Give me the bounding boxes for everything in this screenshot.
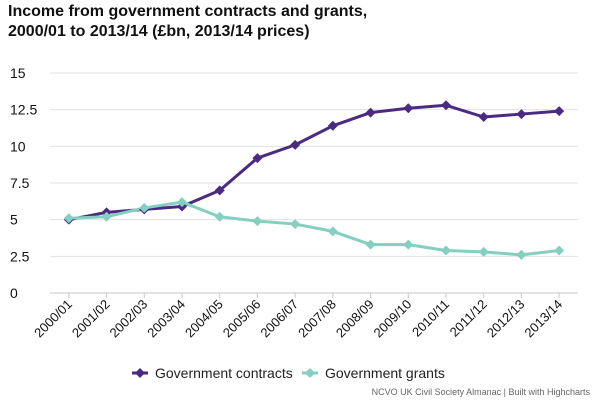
x-tick-label: 2001/02 bbox=[69, 297, 113, 341]
y-tick-label: 0 bbox=[10, 285, 18, 301]
data-point-contracts[interactable] bbox=[441, 100, 451, 111]
x-tick-label: 2012/13 bbox=[484, 297, 528, 341]
legend-item-grants[interactable]: Government grants bbox=[302, 365, 445, 381]
y-tick-label: 7.5 bbox=[10, 175, 30, 191]
x-tick-label: 2004/05 bbox=[182, 297, 226, 341]
data-point-contracts[interactable] bbox=[327, 120, 338, 131]
data-point-contracts[interactable] bbox=[516, 109, 527, 120]
data-point-grants[interactable] bbox=[441, 245, 451, 256]
data-point-contracts[interactable] bbox=[403, 103, 414, 114]
y-tick-label: 10 bbox=[10, 138, 26, 154]
data-point-contracts[interactable] bbox=[214, 185, 225, 196]
x-tick-label: 2010/11 bbox=[409, 297, 452, 340]
data-point-grants[interactable] bbox=[139, 202, 150, 213]
x-tick-label: 2006/07 bbox=[257, 297, 301, 341]
x-tick-label: 2003/04 bbox=[144, 297, 188, 341]
x-tick-label: 2008/09 bbox=[333, 297, 377, 341]
x-tick-label: 2000/01 bbox=[31, 297, 75, 341]
data-point-grants[interactable] bbox=[252, 216, 263, 227]
legend-diamond-icon bbox=[305, 368, 315, 378]
data-point-grants[interactable] bbox=[290, 219, 301, 230]
x-tick-label: 2011/12 bbox=[447, 297, 490, 340]
data-point-grants[interactable] bbox=[516, 249, 527, 260]
x-tick-label: 2002/03 bbox=[107, 297, 151, 341]
chart-title: Income from government contracts and gra… bbox=[8, 3, 368, 40]
data-point-contracts[interactable] bbox=[252, 153, 263, 164]
data-point-grants[interactable] bbox=[327, 226, 338, 237]
x-tick-label: 2009/10 bbox=[371, 297, 415, 341]
grid-lines bbox=[50, 72, 578, 294]
y-tick-label: 2.5 bbox=[10, 248, 30, 264]
data-point-grants[interactable] bbox=[63, 213, 74, 224]
y-axis-ticks: 0 2.5 5 7.5 10 12.5 15 bbox=[10, 65, 37, 301]
data-point-grants[interactable] bbox=[214, 211, 225, 222]
legend-label: Government contracts bbox=[155, 365, 293, 381]
data-point-grants[interactable] bbox=[365, 239, 376, 250]
series-group bbox=[63, 100, 565, 260]
data-point-grants[interactable] bbox=[403, 239, 414, 250]
data-point-grants[interactable] bbox=[101, 211, 112, 222]
series-line-grants[interactable] bbox=[68, 200, 560, 257]
data-point-contracts[interactable] bbox=[478, 112, 489, 122]
data-point-contracts[interactable] bbox=[290, 139, 301, 150]
x-tick-label: 2013/14 bbox=[521, 297, 565, 341]
x-tick-label: 2007/08 bbox=[295, 297, 339, 341]
x-axis-ticks: 2000/012001/022002/032003/042004/052005/… bbox=[31, 293, 565, 340]
data-point-grants[interactable] bbox=[478, 246, 489, 257]
data-point-contracts[interactable] bbox=[365, 107, 376, 118]
legend[interactable]: Government contracts Government grants bbox=[132, 365, 445, 381]
data-point-grants[interactable] bbox=[177, 197, 187, 208]
series-line-contracts[interactable] bbox=[68, 103, 560, 222]
data-point-grants[interactable] bbox=[554, 245, 565, 256]
legend-item-contracts[interactable]: Government contracts bbox=[132, 365, 293, 381]
legend-diamond-icon bbox=[135, 368, 145, 378]
chart-credit[interactable]: NCVO UK Civil Society Almanac | Built wi… bbox=[372, 387, 591, 397]
y-tick-label: 15 bbox=[10, 65, 26, 81]
y-tick-label: 12.5 bbox=[10, 102, 37, 118]
data-point-contracts[interactable] bbox=[554, 106, 565, 117]
x-tick-label: 2005/06 bbox=[220, 297, 264, 341]
y-tick-label: 5 bbox=[10, 212, 18, 228]
legend-label: Government grants bbox=[325, 365, 445, 381]
